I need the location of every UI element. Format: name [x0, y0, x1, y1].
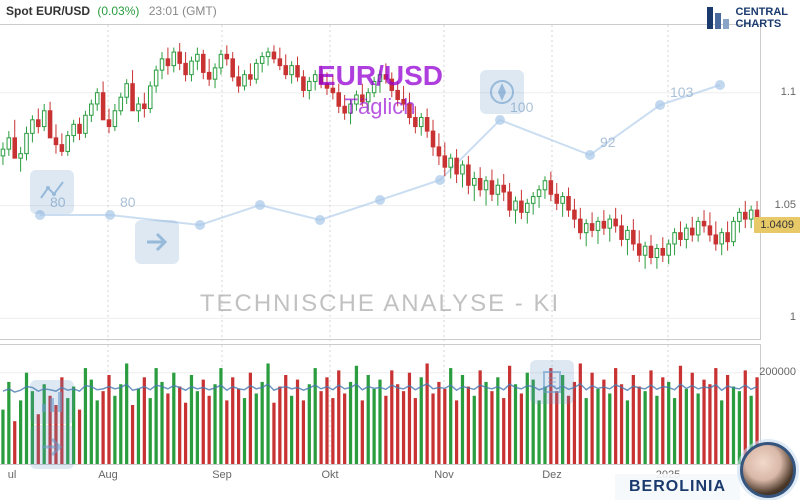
chart-header: Spot EUR/USD (0.03%) 23:01 (GMT)	[6, 4, 217, 18]
indicator-icon[interactable]	[30, 170, 74, 214]
assistant-avatar[interactable]	[740, 442, 796, 498]
svg-text:92: 92	[600, 134, 616, 150]
document-icon[interactable]	[530, 360, 574, 404]
volume-chart[interactable]	[0, 344, 760, 464]
price-chart[interactable]: 808010092103	[0, 24, 760, 340]
price-y-axis: 1.11.0511.0409	[760, 24, 800, 340]
last-price-tag: 1.0409	[754, 217, 800, 233]
timestamp: 23:01 (GMT)	[149, 4, 217, 18]
brand-strip[interactable]: BEROLINIA	[615, 474, 740, 500]
chart-icon[interactable]	[30, 380, 74, 424]
instrument-name: Spot EUR/USD	[6, 4, 90, 18]
month-tick: Nov	[434, 469, 454, 481]
svg-text:80: 80	[120, 194, 136, 210]
logo-icon	[707, 7, 729, 29]
brand-logo[interactable]: CENTRALCHARTS	[707, 6, 788, 30]
logo-text: CENTRALCHARTS	[735, 6, 788, 30]
compass-icon[interactable]	[480, 70, 524, 114]
month-tick: Dez	[542, 469, 562, 481]
month-tick: Aug	[98, 469, 118, 481]
month-tick: Sep	[212, 469, 232, 481]
month-tick: Okt	[321, 469, 338, 481]
arrow-right-icon[interactable]	[30, 425, 74, 469]
change-pct: (0.03%)	[97, 4, 139, 18]
arrow-right-icon[interactable]	[135, 220, 179, 264]
month-tick: ul	[8, 469, 17, 481]
svg-text:103: 103	[670, 84, 694, 100]
